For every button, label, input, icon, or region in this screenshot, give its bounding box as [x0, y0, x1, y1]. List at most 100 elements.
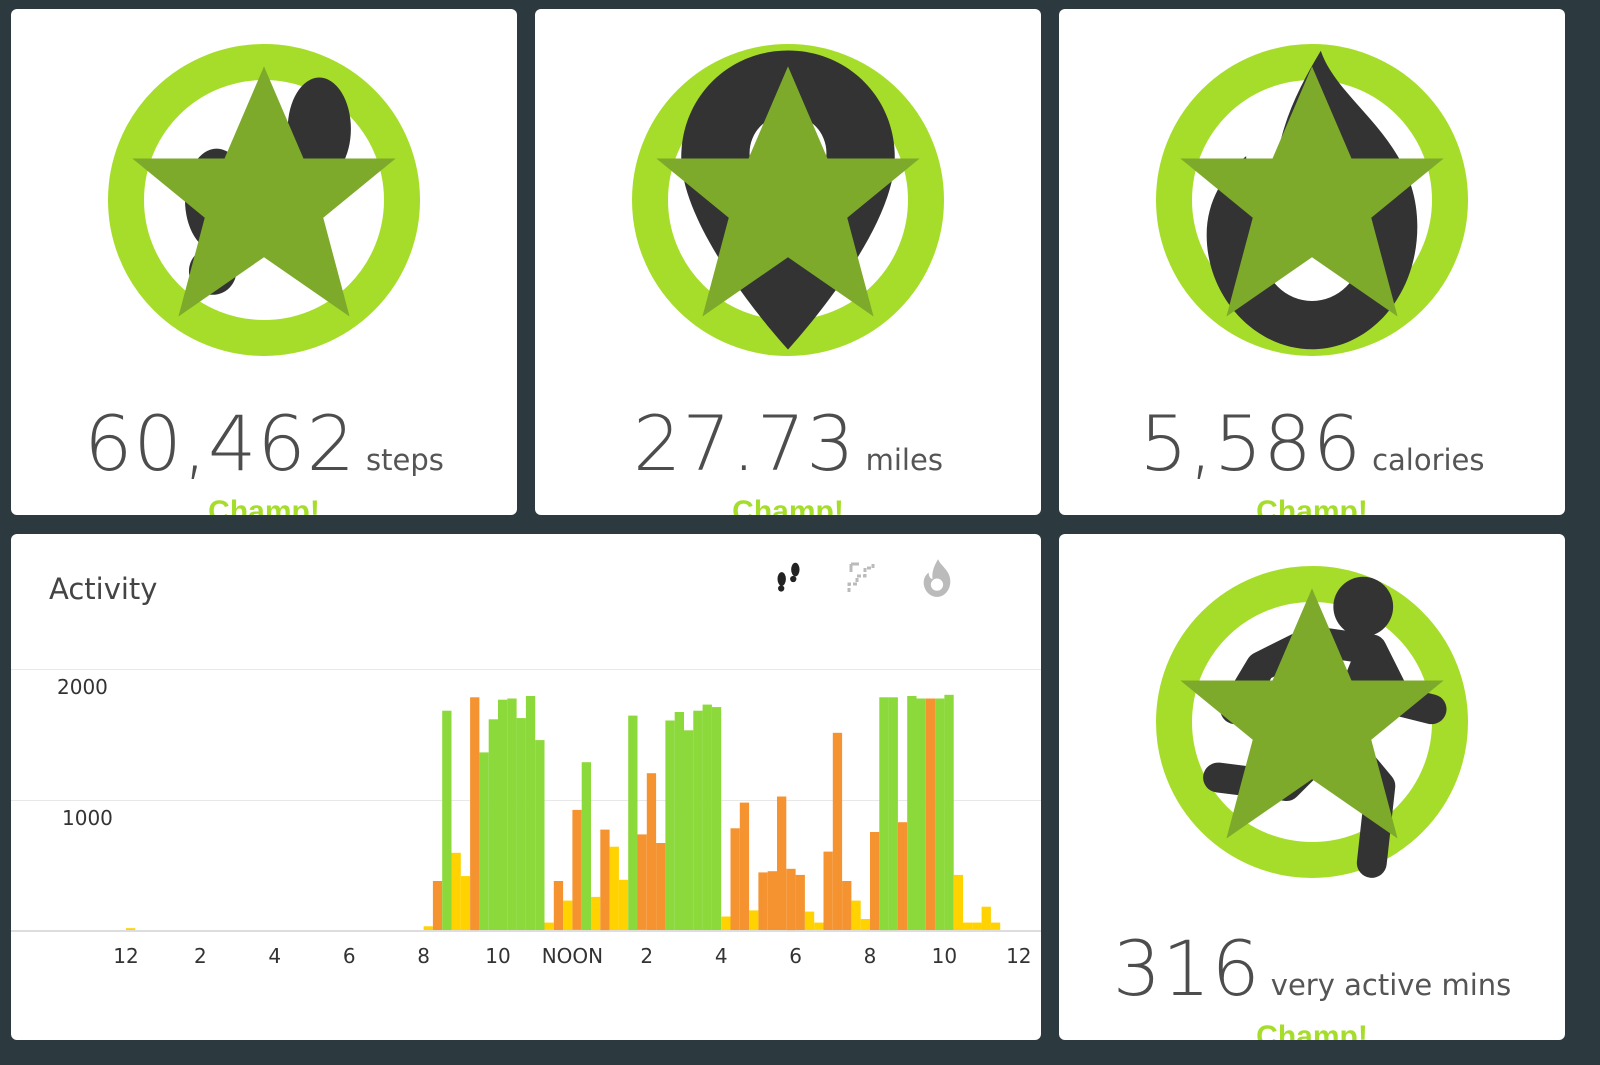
distance-progress-ring: [630, 42, 946, 358]
activity-bar: [553, 881, 564, 930]
goal-star-icon: [1154, 40, 1470, 356]
activity-title: Activity: [49, 572, 158, 606]
goal-star-icon: [106, 40, 422, 356]
distance-stat: 27.73 miles: [535, 399, 1041, 488]
flame-icon[interactable]: [921, 558, 953, 603]
activity-bar: [963, 922, 973, 930]
activity-bar-chart: [126, 694, 1001, 931]
activity-bar: [935, 698, 945, 930]
activity-bar: [832, 732, 843, 930]
x-tick-label: 12: [113, 944, 139, 968]
activity-bar: [618, 879, 629, 930]
activity-bar: [656, 843, 666, 930]
activity-bar: [665, 720, 675, 930]
activity-bar: [916, 698, 926, 930]
activity-bar: [897, 822, 908, 930]
activity-bar: [860, 919, 870, 930]
activity-bar: [870, 832, 880, 930]
activity-bar: [609, 846, 619, 930]
activity-bar: [823, 851, 833, 930]
active-minutes-stat: 316 very active mins: [1059, 924, 1565, 1013]
y-tick-label: 2000: [57, 675, 108, 699]
activity-bar: [693, 710, 703, 930]
activity-bar: [126, 928, 136, 930]
active-minutes-status: Champ!: [1256, 1020, 1368, 1040]
activity-bar: [907, 696, 917, 930]
activity-bar: [944, 694, 954, 930]
steps-status: Champ!: [208, 495, 320, 515]
calories-unit: calories: [1372, 443, 1485, 477]
active-minutes-value: 316: [1112, 924, 1261, 1013]
activity-bar: [488, 719, 498, 930]
x-tick-label: 2: [640, 944, 654, 968]
steps-stat: 60,462 steps: [11, 399, 517, 488]
activity-tile: Activity 2000 1000 12 2 4 6 8 10 NOON 2 4 6 8 10 12: [11, 534, 1041, 1040]
activity-bar: [470, 697, 480, 931]
activity-bar: [479, 752, 489, 930]
activity-bar: [432, 881, 443, 930]
activity-bar: [423, 926, 433, 930]
x-tick-label: 4: [268, 944, 282, 968]
activity-bar: [628, 715, 638, 930]
calories-status: Champ!: [1256, 495, 1368, 515]
activity-bar: [442, 710, 452, 930]
x-tick-label: 6: [789, 944, 802, 968]
steps-value: 60,462: [84, 399, 357, 488]
distance-status: Champ!: [732, 495, 844, 515]
activity-bar: [925, 698, 936, 930]
activity-bar: [814, 922, 824, 930]
y-tick-label: 1000: [62, 806, 113, 830]
calories-value: 5,586: [1139, 399, 1363, 488]
activity-bar: [777, 796, 787, 930]
x-tick-label: 2: [194, 944, 207, 968]
activity-bar: [758, 872, 768, 930]
activity-bar: [637, 834, 647, 930]
active-minutes-progress-ring: [1154, 564, 1470, 880]
activity-bar: [563, 900, 573, 930]
calories-tile[interactable]: 5,586 calories Champ!: [1059, 9, 1565, 515]
steps-progress-ring: [106, 42, 422, 358]
gridline: [11, 669, 1041, 670]
x-tick-label: NOON: [541, 944, 604, 968]
activity-bar: [786, 868, 796, 931]
goal-star-icon: [1154, 562, 1470, 878]
x-tick-label: 8: [417, 944, 430, 968]
activity-bar: [953, 874, 963, 930]
baseline: [11, 930, 1041, 932]
activity-bar: [525, 696, 536, 930]
activity-bar: [749, 910, 759, 930]
activity-bar: [646, 773, 657, 930]
activity-bar: [721, 916, 731, 930]
activity-bar: [516, 718, 526, 930]
x-tick-label: 8: [863, 944, 877, 968]
x-tick-label: 6: [342, 944, 356, 968]
calories-progress-ring: [1154, 42, 1470, 358]
activity-bar: [600, 829, 610, 931]
activity-bar: [498, 699, 508, 930]
active-minutes-tile[interactable]: 316 very active mins Champ!: [1059, 534, 1565, 1040]
activity-bar: [674, 712, 684, 930]
activity-bar: [544, 922, 554, 930]
activity-bar: [684, 730, 694, 930]
x-tick-label: 10: [931, 944, 958, 968]
x-tick-label: 4: [714, 944, 728, 968]
steps-unit: steps: [366, 443, 444, 477]
distance-tile[interactable]: 27.73 miles Champ!: [535, 9, 1041, 515]
activity-bar: [990, 922, 1001, 930]
activity-bar: [451, 852, 461, 930]
activity-bar: [460, 876, 471, 930]
activity-bar: [981, 906, 991, 930]
x-tick-label: 12: [1006, 944, 1032, 968]
footprints-icon[interactable]: [771, 558, 805, 605]
distance-value: 27.73: [633, 399, 856, 488]
activity-bar: [888, 697, 898, 931]
steps-tile[interactable]: 60,462 steps Champ!: [11, 9, 517, 515]
activity-bar: [767, 871, 777, 930]
calories-stat: 5,586 calories: [1059, 399, 1565, 488]
x-tick-label: 10: [485, 944, 511, 968]
stairs-icon[interactable]: [845, 558, 885, 603]
activity-bar: [535, 740, 545, 930]
goal-star-icon: [630, 40, 946, 356]
activity-bar: [739, 802, 750, 930]
activity-bar: [730, 828, 740, 930]
